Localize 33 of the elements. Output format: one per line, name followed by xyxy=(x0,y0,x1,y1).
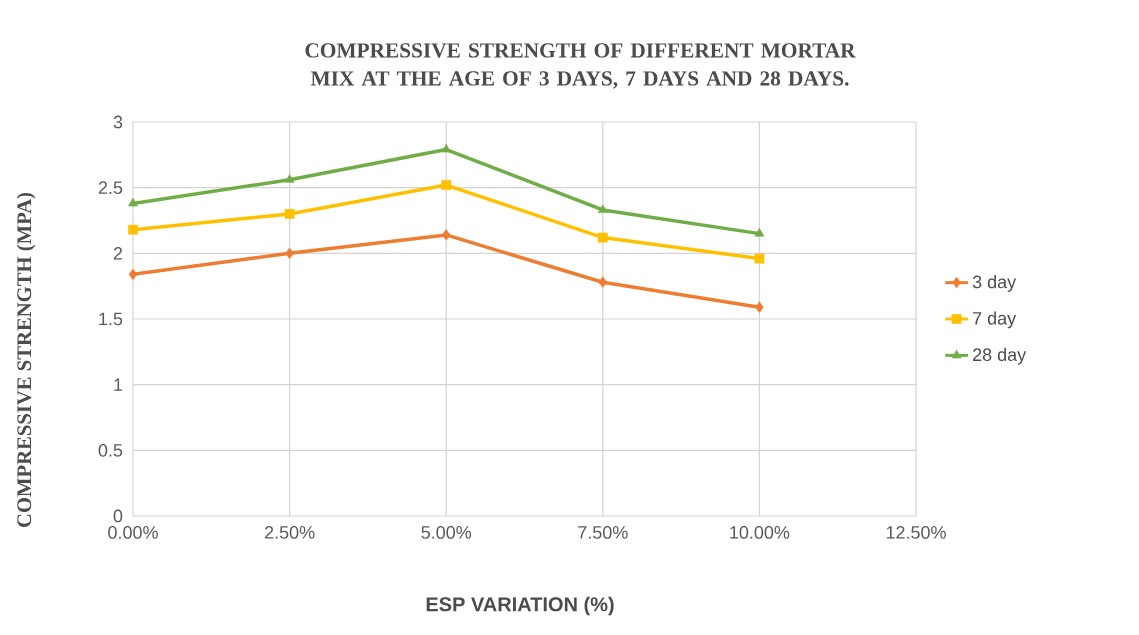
legend-label: 28 day xyxy=(973,347,1027,365)
y-tick-label: 2.5 xyxy=(98,181,123,195)
chart-title: COMPRESSIVE STRENGTH OF DIFFERENT MORTAR MIX AT THE AGE OF 3 DAYS, 7 DAYS AND 28 DAYS. xyxy=(305,43,856,89)
y-tick-label: 0.5 xyxy=(98,443,123,457)
y-tick-label: 1 xyxy=(114,378,123,391)
x-tick-label: 12.50% xyxy=(886,526,946,539)
point xyxy=(755,301,764,313)
y-tick-label: 1.5 xyxy=(99,312,123,326)
y-tick-label: 2 xyxy=(113,247,123,260)
x-tick-label: 2.50% xyxy=(264,526,315,539)
x-axis-title: ESP VARIATION (%) xyxy=(426,596,614,616)
point xyxy=(284,209,295,219)
point xyxy=(597,204,608,213)
point xyxy=(128,197,138,207)
x-tick-label: 10.00% xyxy=(730,526,790,539)
point xyxy=(754,253,765,264)
point xyxy=(441,180,452,190)
x-tick-label: 7.50% xyxy=(578,526,628,539)
point xyxy=(284,174,295,183)
point xyxy=(128,268,138,281)
legend-label: 3 day xyxy=(972,275,1017,292)
y-tick-label: 0 xyxy=(113,509,123,523)
x-tick-label: 0.00% xyxy=(108,526,158,539)
point xyxy=(597,232,608,243)
legend-label: 7 day xyxy=(973,311,1017,329)
point xyxy=(441,229,451,241)
point xyxy=(285,247,294,259)
point xyxy=(754,227,765,237)
y-axis-title: COMPRESSIVE STRENGTH (MPA) xyxy=(16,192,36,527)
y-tick-label: 3 xyxy=(113,115,123,129)
point xyxy=(598,276,608,288)
x-tick-label: 5.00% xyxy=(421,526,472,539)
point xyxy=(128,224,138,235)
